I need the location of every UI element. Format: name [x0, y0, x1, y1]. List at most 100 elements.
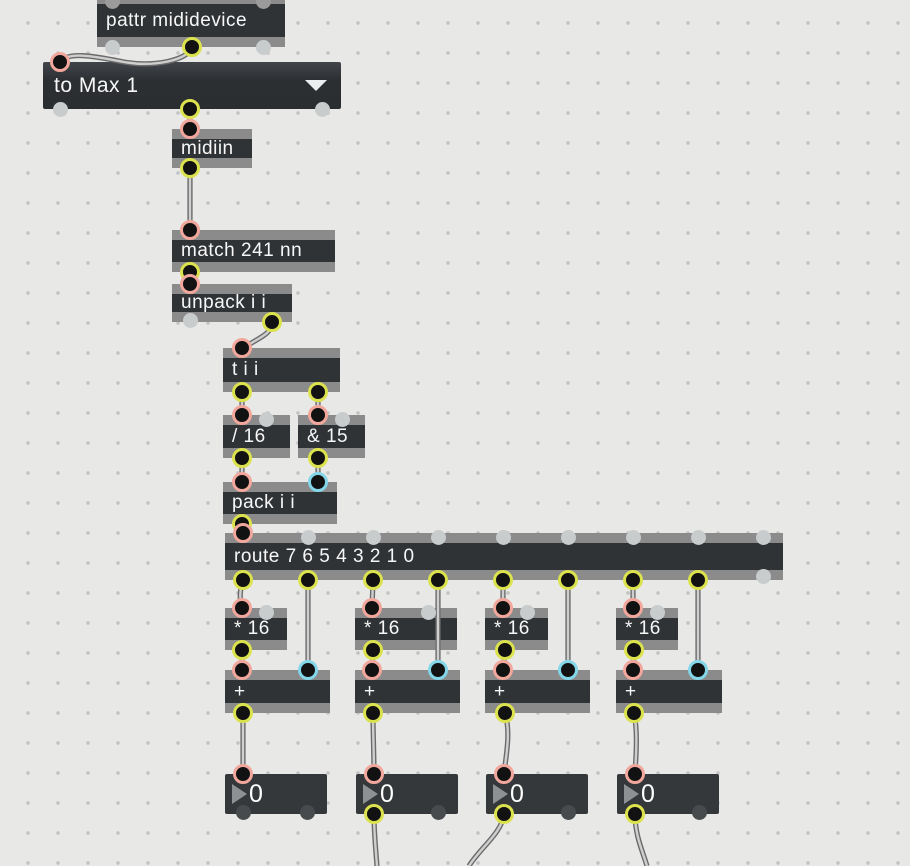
hot-inlet-port[interactable]: [232, 338, 252, 358]
unused-port[interactable]: [560, 529, 576, 545]
outlet-port[interactable]: [624, 703, 644, 723]
outlet-port[interactable]: [262, 312, 282, 332]
outlet-port[interactable]: [363, 640, 383, 660]
outlet-port[interactable]: [428, 570, 448, 590]
outlet-port[interactable]: [182, 37, 202, 57]
patch-cord[interactable]: [57, 45, 195, 67]
hot-inlet-port[interactable]: [233, 764, 253, 784]
hot-inlet-port[interactable]: [232, 405, 252, 425]
unused-port[interactable]: [519, 604, 535, 620]
object-box-unpack[interactable]: unpack i i: [172, 284, 292, 322]
outlet-port[interactable]: [298, 570, 318, 590]
hot-inlet-port[interactable]: [362, 598, 382, 618]
cold-inlet-port[interactable]: [558, 660, 578, 680]
cold-inlet-port[interactable]: [308, 472, 328, 492]
hot-inlet-port[interactable]: [233, 523, 253, 543]
outlet-port[interactable]: [180, 99, 200, 119]
unused-port[interactable]: [182, 312, 198, 328]
outlet-port[interactable]: [624, 640, 644, 660]
unused-port[interactable]: [625, 529, 641, 545]
unused-port[interactable]: [52, 101, 68, 117]
hot-inlet-port[interactable]: [623, 660, 643, 680]
hot-inlet-port[interactable]: [180, 220, 200, 240]
object-box-plus-1[interactable]: +: [225, 670, 330, 713]
unused-outlet-port[interactable]: [560, 804, 576, 820]
hot-inlet-port[interactable]: [362, 660, 382, 680]
unused-port[interactable]: [258, 411, 274, 427]
hot-inlet-port[interactable]: [232, 660, 252, 680]
outlet-port[interactable]: [364, 804, 384, 824]
object-box-plus-3[interactable]: +: [485, 670, 590, 713]
object-box-trigger[interactable]: t i i: [223, 348, 340, 392]
object-box-mult-4[interactable]: * 16: [616, 608, 678, 650]
object-box-divide[interactable]: / 16: [223, 415, 290, 458]
outlet-strip: [616, 703, 722, 713]
hot-inlet-port[interactable]: [232, 472, 252, 492]
hot-inlet-port[interactable]: [494, 764, 514, 784]
cold-inlet-port[interactable]: [298, 660, 318, 680]
unused-port[interactable]: [495, 529, 511, 545]
unused-outlet-port[interactable]: [235, 804, 251, 820]
hot-inlet-port[interactable]: [364, 764, 384, 784]
object-box-mult-3[interactable]: * 16: [485, 608, 548, 650]
hot-inlet-port[interactable]: [623, 598, 643, 618]
inlet-strip: [97, 0, 285, 4]
unused-port[interactable]: [104, 39, 120, 55]
outlet-port[interactable]: [494, 804, 514, 824]
unused-port[interactable]: [314, 101, 330, 117]
unused-port[interactable]: [334, 411, 350, 427]
outlet-port[interactable]: [180, 158, 200, 178]
unused-port[interactable]: [755, 529, 771, 545]
unused-port[interactable]: [690, 529, 706, 545]
hot-inlet-port[interactable]: [493, 598, 513, 618]
object-box-mult-1[interactable]: * 16: [225, 608, 287, 650]
unused-port[interactable]: [755, 568, 771, 584]
unused-port[interactable]: [365, 529, 381, 545]
outlet-port[interactable]: [233, 703, 253, 723]
outlet-port[interactable]: [232, 640, 252, 660]
hot-inlet-port[interactable]: [493, 660, 513, 680]
cold-inlet-port[interactable]: [688, 660, 708, 680]
outlet-port[interactable]: [625, 804, 645, 824]
object-box-pack[interactable]: pack i i: [223, 482, 337, 524]
object-box-plus-4[interactable]: +: [616, 670, 722, 713]
unused-port[interactable]: [420, 604, 436, 620]
object-box-plus-2[interactable]: +: [355, 670, 460, 713]
object-box-route[interactable]: route 7 6 5 4 3 2 1 0: [225, 533, 783, 580]
hot-inlet-port[interactable]: [308, 405, 328, 425]
unused-port[interactable]: [300, 529, 316, 545]
outlet-port[interactable]: [233, 570, 253, 590]
outlet-port[interactable]: [363, 570, 383, 590]
hot-inlet-port[interactable]: [180, 119, 200, 139]
unused-port[interactable]: [104, 0, 120, 9]
outlet-port[interactable]: [558, 570, 578, 590]
hot-inlet-port[interactable]: [625, 764, 645, 784]
unused-port[interactable]: [255, 0, 271, 9]
outlet-port[interactable]: [495, 640, 515, 660]
hot-inlet-port[interactable]: [50, 52, 70, 72]
unused-port[interactable]: [258, 604, 274, 620]
unused-port[interactable]: [255, 39, 271, 55]
object-box-midiin[interactable]: midiin: [172, 129, 252, 168]
outlet-port[interactable]: [495, 703, 515, 723]
outlet-port[interactable]: [623, 570, 643, 590]
outlet-port[interactable]: [308, 448, 328, 468]
outlet-port[interactable]: [688, 570, 708, 590]
outlet-port[interactable]: [232, 382, 252, 402]
outlet-port[interactable]: [363, 703, 383, 723]
outlet-port[interactable]: [493, 570, 513, 590]
cold-inlet-port[interactable]: [428, 660, 448, 680]
unused-outlet-port[interactable]: [691, 804, 707, 820]
unused-port[interactable]: [430, 529, 446, 545]
unused-port[interactable]: [649, 604, 665, 620]
unused-outlet-port[interactable]: [299, 804, 315, 820]
unused-outlet-port[interactable]: [430, 804, 446, 820]
object-box-match[interactable]: match 241 nn: [172, 230, 335, 272]
outlet-port[interactable]: [232, 448, 252, 468]
hot-inlet-port[interactable]: [180, 274, 200, 294]
outlet-port[interactable]: [308, 382, 328, 402]
hot-inlet-port[interactable]: [232, 598, 252, 618]
object-box-bitand[interactable]: & 15: [298, 415, 365, 458]
object-box-mult-2[interactable]: * 16: [355, 608, 457, 650]
